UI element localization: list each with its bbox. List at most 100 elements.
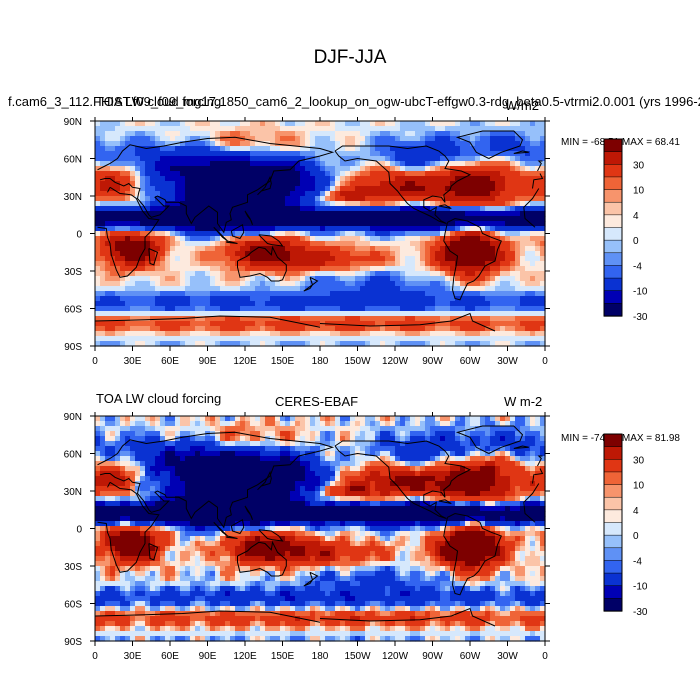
heatmap-cell	[180, 271, 186, 277]
heatmap-cell	[210, 431, 216, 437]
heatmap-cell	[160, 441, 166, 447]
coastline	[148, 248, 159, 266]
heatmap-cell	[390, 436, 396, 442]
heatmap-cell	[415, 211, 421, 217]
heatmap-cell	[215, 176, 221, 182]
heatmap-cell	[120, 181, 126, 187]
heatmap-cell	[245, 446, 251, 452]
heatmap-cell	[150, 256, 156, 262]
heatmap-cell	[220, 301, 226, 307]
heatmap-cell	[325, 121, 331, 127]
heatmap-cell	[200, 311, 206, 317]
heatmap-cell	[515, 296, 521, 302]
heatmap-cell	[250, 291, 256, 297]
heatmap-cell	[130, 181, 136, 187]
heatmap-cell	[325, 426, 331, 432]
heatmap-cell	[225, 301, 231, 307]
heatmap-cell	[440, 431, 446, 437]
heatmap-cell	[240, 251, 246, 257]
heatmap-cell	[510, 271, 516, 277]
heatmap-cell	[215, 156, 221, 162]
colorbar-swatch	[603, 164, 623, 178]
heatmap-cell	[315, 146, 321, 152]
heatmap-cell	[405, 161, 411, 167]
heatmap-cell	[160, 186, 166, 192]
heatmap-cell	[150, 416, 156, 422]
heatmap-cell	[340, 166, 346, 172]
heatmap-cell	[225, 131, 231, 137]
heatmap-cell	[175, 251, 181, 257]
heatmap-cell	[100, 321, 106, 327]
heatmap-cell	[280, 426, 286, 432]
heatmap-cell	[270, 451, 276, 457]
heatmap-cell	[485, 421, 491, 427]
heatmap-cell	[535, 216, 541, 222]
heatmap-cell	[120, 226, 126, 232]
heatmap-cell	[200, 156, 206, 162]
heatmap-cell	[170, 461, 176, 467]
heatmap-cell	[495, 186, 501, 192]
heatmap-cell	[340, 231, 346, 237]
heatmap-cell	[145, 296, 151, 302]
heatmap-cell	[165, 256, 171, 262]
heatmap-cell	[535, 316, 541, 322]
heatmap-cell	[490, 441, 496, 447]
heatmap-cell	[280, 121, 286, 127]
heatmap-cell	[255, 176, 261, 182]
heatmap-cell	[105, 301, 111, 307]
heatmap-cell	[200, 296, 206, 302]
heatmap-cell	[115, 426, 121, 432]
heatmap-cell	[190, 191, 196, 197]
heatmap-cell	[485, 301, 491, 307]
heatmap-cell	[410, 456, 416, 462]
heatmap-cell	[350, 276, 356, 282]
heatmap-cell	[370, 146, 376, 152]
heatmap-cell	[280, 201, 286, 207]
heatmap-cell	[160, 456, 166, 462]
heatmap-cell	[330, 331, 336, 337]
heatmap-cell	[160, 241, 166, 247]
heatmap-cell	[255, 316, 261, 322]
heatmap-cell	[190, 301, 196, 307]
heatmap-cell	[410, 291, 416, 297]
heatmap-cell	[345, 441, 351, 447]
heatmap-cell	[310, 151, 316, 157]
heatmap-cell	[450, 201, 456, 207]
heatmap-cell	[475, 171, 481, 177]
heatmap-cell	[405, 436, 411, 442]
heatmap-cell	[230, 326, 236, 332]
heatmap-cell	[215, 456, 221, 462]
heatmap-cell	[110, 301, 116, 307]
heatmap-cell	[245, 261, 251, 267]
heatmap-cell	[420, 436, 426, 442]
heatmap-cell	[240, 421, 246, 427]
heatmap-cell	[225, 446, 231, 452]
heatmap-cell	[240, 246, 246, 252]
heatmap-cell	[485, 131, 491, 137]
heatmap-cell	[500, 241, 506, 247]
heatmap-cell	[290, 311, 296, 317]
heatmap-cell	[175, 256, 181, 262]
heatmap-cell	[255, 296, 261, 302]
heatmap-cell	[195, 146, 201, 152]
heatmap-cell	[175, 426, 181, 432]
heatmap-cell	[535, 281, 541, 287]
heatmap-cell	[145, 271, 151, 277]
heatmap-cell	[120, 416, 126, 422]
heatmap-cell	[480, 301, 486, 307]
heatmap-cell	[190, 296, 196, 302]
heatmap-cell	[320, 226, 326, 232]
heatmap-cell	[485, 146, 491, 152]
heatmap-cell	[495, 306, 501, 312]
heatmap-cell	[465, 416, 471, 422]
heatmap-cell	[225, 231, 231, 237]
heatmap-cell	[530, 211, 536, 217]
heatmap-cell	[370, 276, 376, 282]
colorbar-swatch	[603, 176, 623, 191]
heatmap-cell	[230, 141, 236, 147]
heatmap-cell	[265, 231, 271, 237]
heatmap-cell	[120, 201, 126, 207]
heatmap-cell	[290, 426, 296, 432]
heatmap-cell	[195, 306, 201, 312]
heatmap-cell	[210, 216, 216, 222]
